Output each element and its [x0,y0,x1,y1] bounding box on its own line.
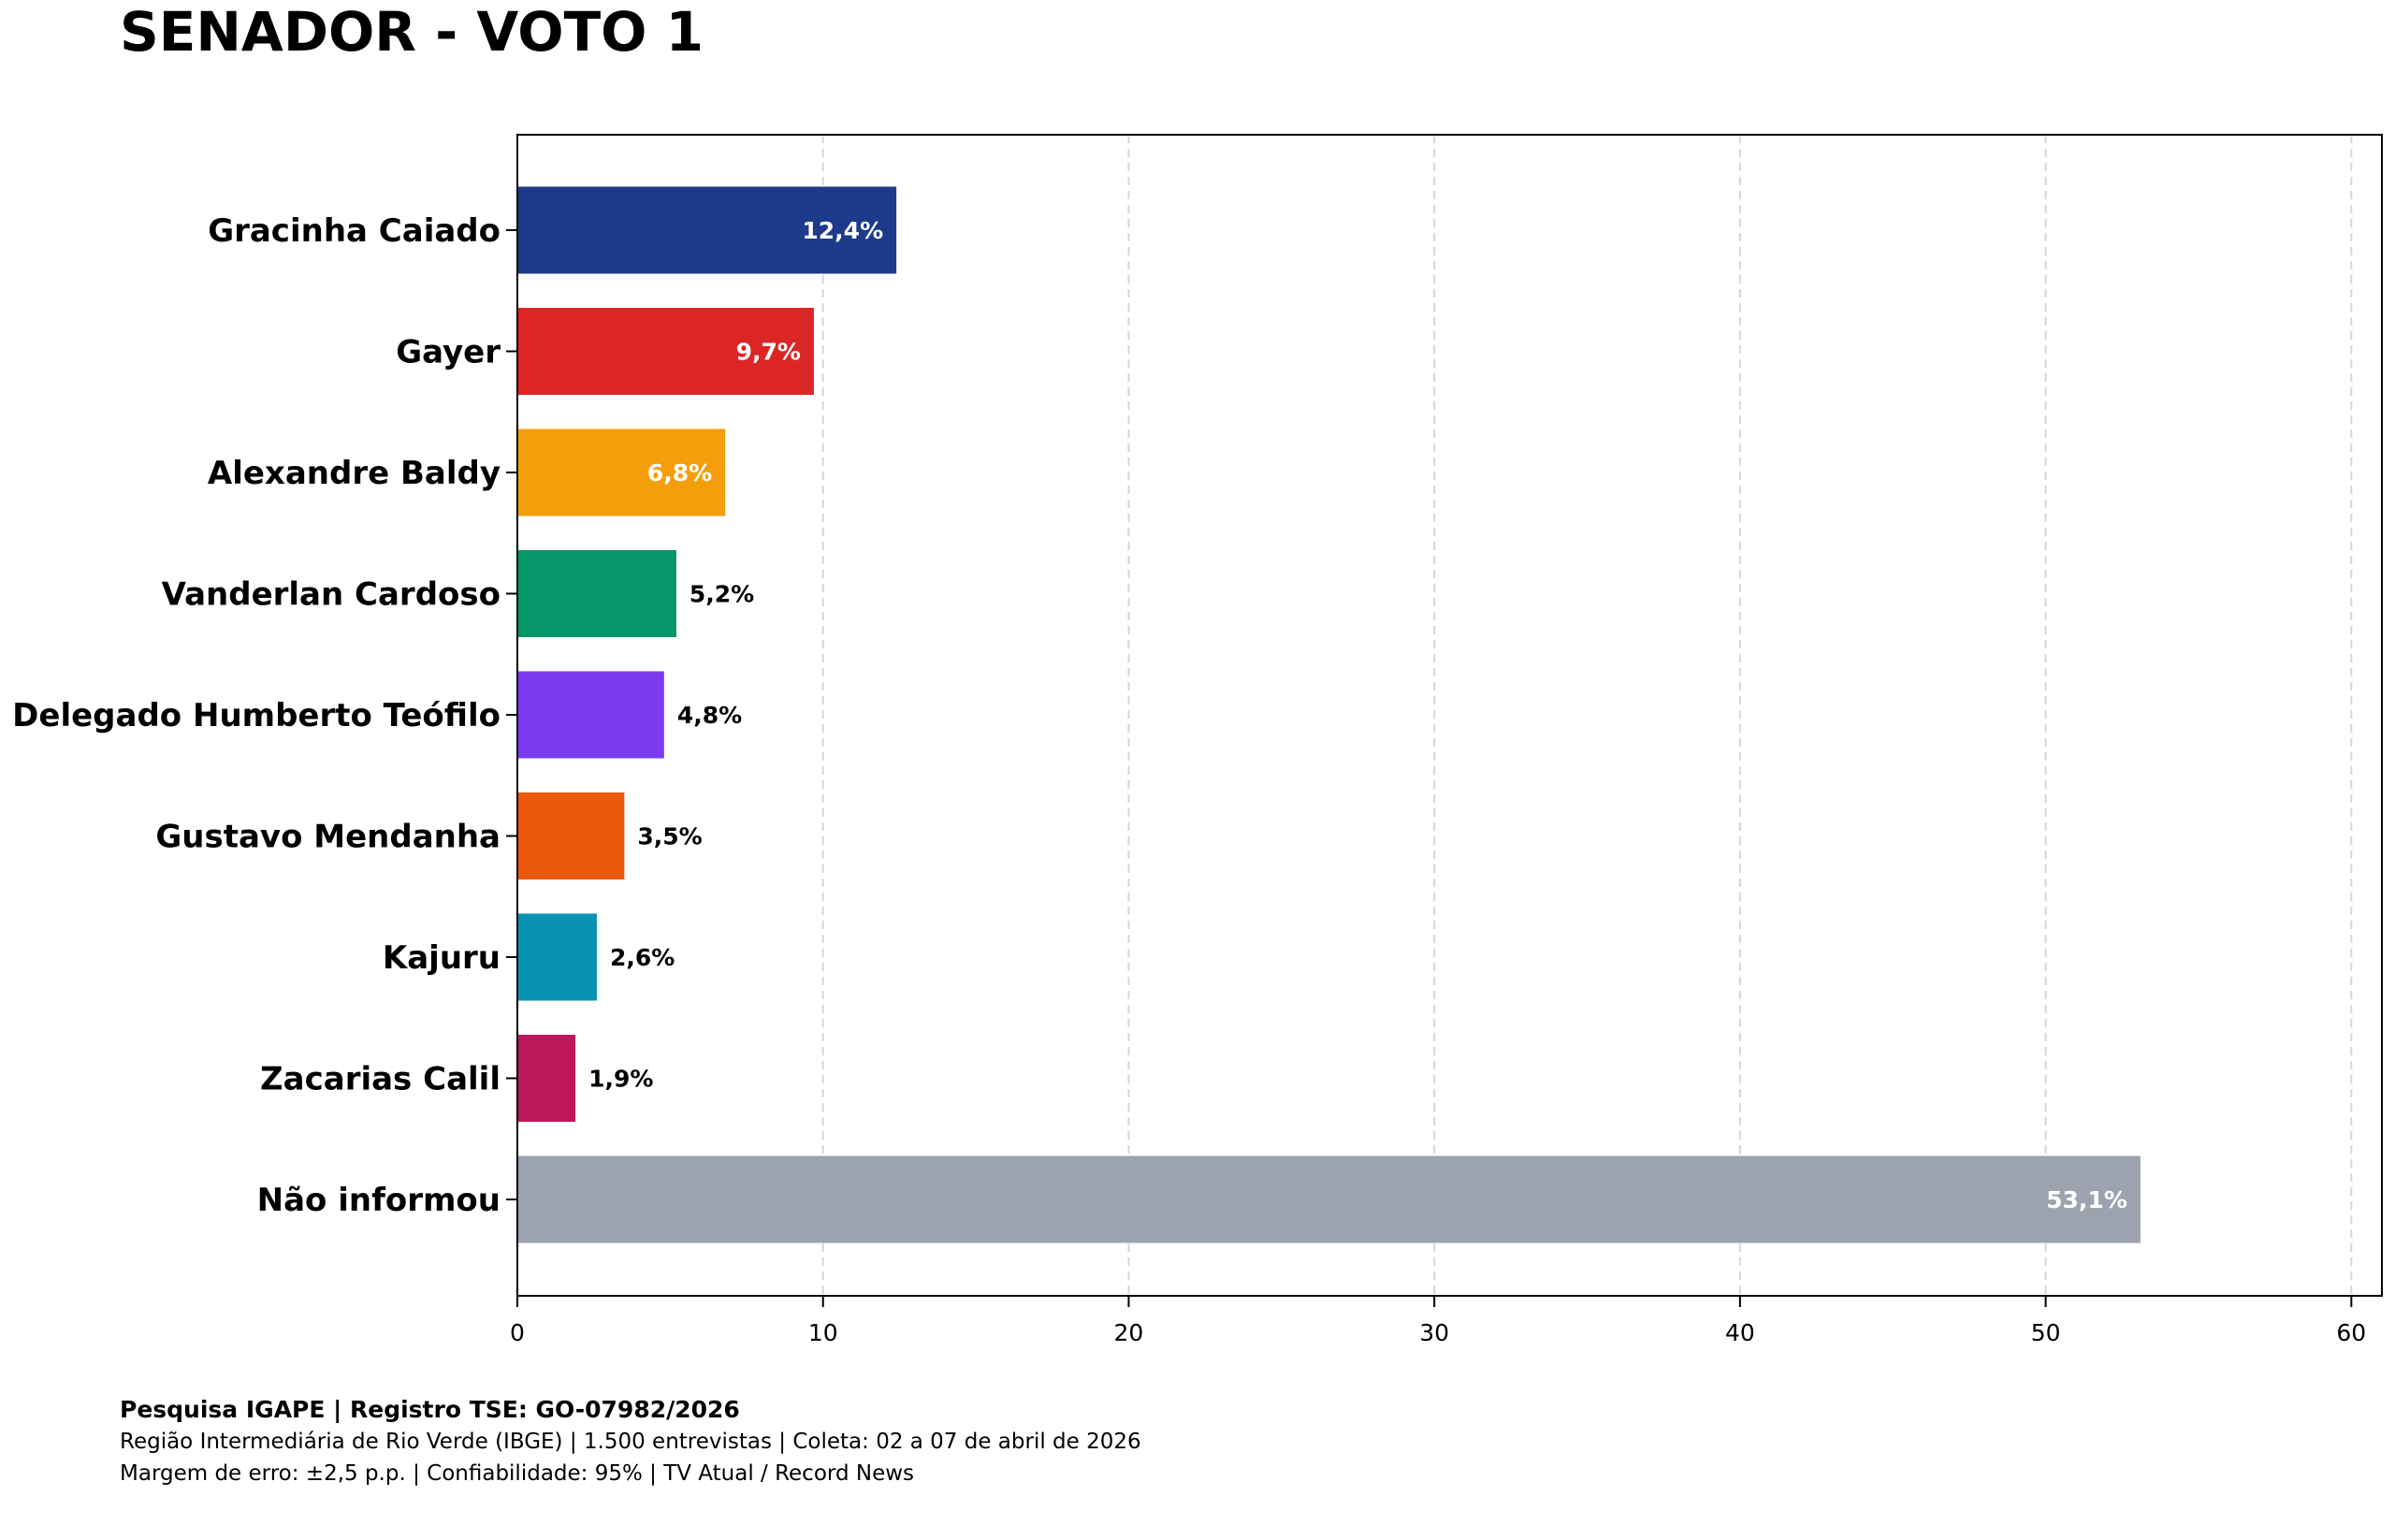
footer-details: Região Intermediária de Rio Verde (IBGE)… [120,1430,1141,1454]
category-label: Gayer [396,334,501,371]
footer: Pesquisa IGAPE | Registro TSE: GO-07982/… [120,1394,1141,1489]
x-tick-label: 30 [1419,1319,1449,1346]
bars: 12,4% 9,7% 6,8% 5,2% 4,8% 3,5% 2,6% 1,9% 53,1% [517,186,2141,1243]
bar [517,792,625,879]
x-tick-label: 40 [1725,1319,1755,1346]
x-tick-label: 0 [510,1319,525,1346]
footer-source: Pesquisa IGAPE | Registro TSE: GO-07982/… [120,1396,740,1423]
bar [517,1035,576,1122]
value-label: 6,8% [647,459,712,487]
bar [517,913,597,1001]
x-tick-label: 50 [2031,1319,2061,1346]
value-label: 3,5% [637,823,702,850]
grid-lines [821,135,2353,1296]
value-label: 53,1% [2046,1186,2127,1213]
category-label: Não informou [257,1182,501,1219]
bar [517,308,814,395]
bar [517,429,726,516]
category-label: Zacarias Calil [260,1061,501,1098]
category-label: Gracinha Caiado [208,212,501,250]
bar [517,186,897,274]
category-labels: Gracinha Caiado Gayer Alexandre Baldy Vande… [12,212,517,1219]
chart-title: SENADOR - VOTO 1 [120,0,704,64]
value-label: 2,6% [610,944,675,971]
bar [517,671,664,759]
category-label: Gustavo Mendanha [155,819,501,856]
x-axis-ticks: 0 10 20 30 40 50 60 [510,1296,2366,1346]
value-label: 12,4% [802,217,883,244]
value-label: 5,2% [689,581,754,608]
x-tick-label: 10 [808,1319,838,1346]
value-label: 9,7% [736,339,801,366]
category-label: Kajuru [383,939,501,977]
x-tick-label: 20 [1114,1319,1144,1346]
footer-margin: Margem de erro: ±2,5 p.p. | Confiabilida… [120,1461,915,1486]
bar [517,1155,2141,1243]
value-label: 4,8% [677,702,742,729]
category-label: Alexandre Baldy [208,455,501,492]
category-label: Vanderlan Cardoso [162,576,501,614]
x-tick-label: 60 [2336,1319,2366,1346]
bar [517,550,676,637]
value-label: 1,9% [588,1066,653,1093]
category-label: Delegado Humberto Teófilo [12,697,501,734]
